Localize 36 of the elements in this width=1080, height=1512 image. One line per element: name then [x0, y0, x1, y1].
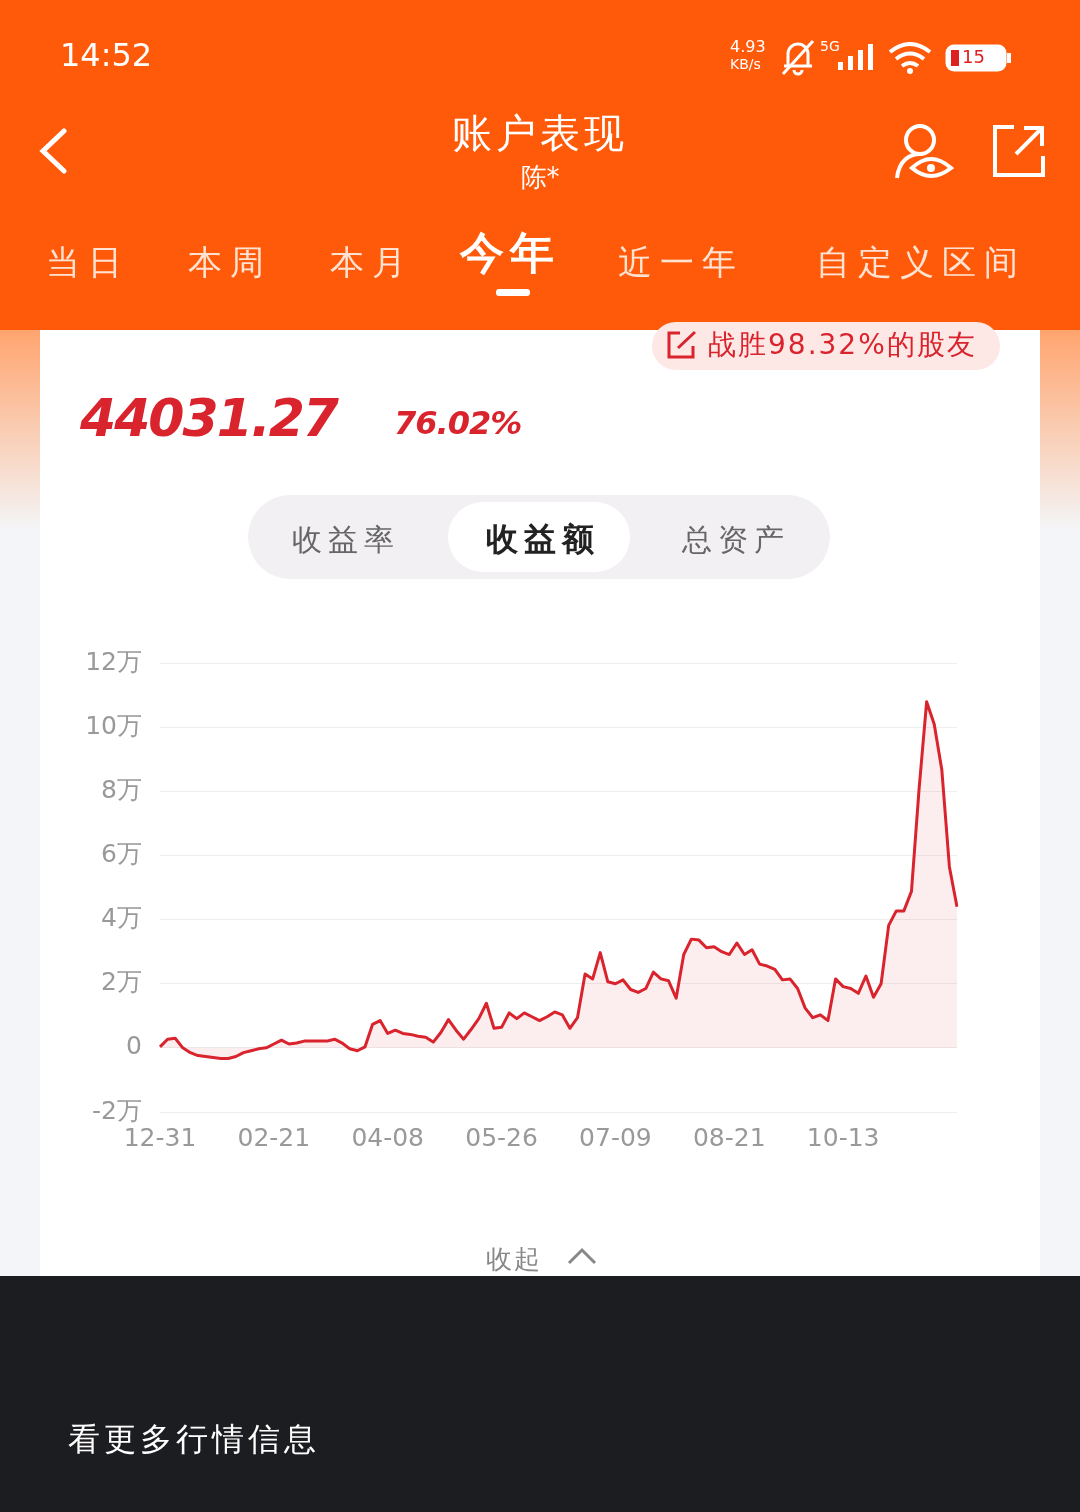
text: 4.93: [730, 37, 766, 56]
chart-title: 账户表现: [451, 109, 629, 158]
y-tick-label: 0: [126, 1031, 142, 1061]
text: 看更多行情信息: [68, 1419, 320, 1460]
text: 战胜98.32%的股友: [708, 327, 977, 363]
text: 76.02%: [394, 404, 522, 442]
x-tick-label: 02-21: [237, 1122, 311, 1152]
y-tick-label: 6万: [101, 838, 142, 868]
x-tick-label: 12-31: [123, 1122, 197, 1152]
text: 本周: [188, 241, 272, 284]
x-tick-label: 05-26: [465, 1122, 538, 1152]
y-tick-label: 12万: [85, 646, 142, 676]
x-tick-label: 10-13: [806, 1122, 880, 1152]
text: 当日: [46, 241, 130, 284]
y-tick-label: -2万: [92, 1095, 142, 1125]
y-tick-label: 2万: [101, 967, 142, 997]
text: 14:52: [60, 36, 153, 74]
y-tick-label: 4万: [101, 903, 142, 933]
x-tick-label: 07-09: [579, 1122, 652, 1152]
text: 5G: [820, 38, 840, 54]
x-tick-label: 08-21: [692, 1122, 766, 1152]
text: 本月: [330, 241, 414, 284]
y-tick-label: 10万: [85, 710, 142, 740]
text: 收益率: [292, 521, 400, 559]
text: KB/s: [730, 56, 761, 72]
text: 总资产: [682, 521, 790, 559]
text: 近一年: [618, 241, 744, 284]
x-tick-label: 04-08: [351, 1122, 425, 1152]
y-tick-label: 8万: [101, 774, 142, 804]
chart-subtitle: 陈*: [519, 161, 561, 194]
text: 15: [962, 46, 985, 67]
text: 44031.27: [80, 388, 338, 448]
text: 自定义区间: [816, 241, 1026, 284]
text: 收起: [486, 1243, 542, 1276]
text: 收益额: [486, 519, 600, 560]
text: 今年: [460, 226, 560, 280]
